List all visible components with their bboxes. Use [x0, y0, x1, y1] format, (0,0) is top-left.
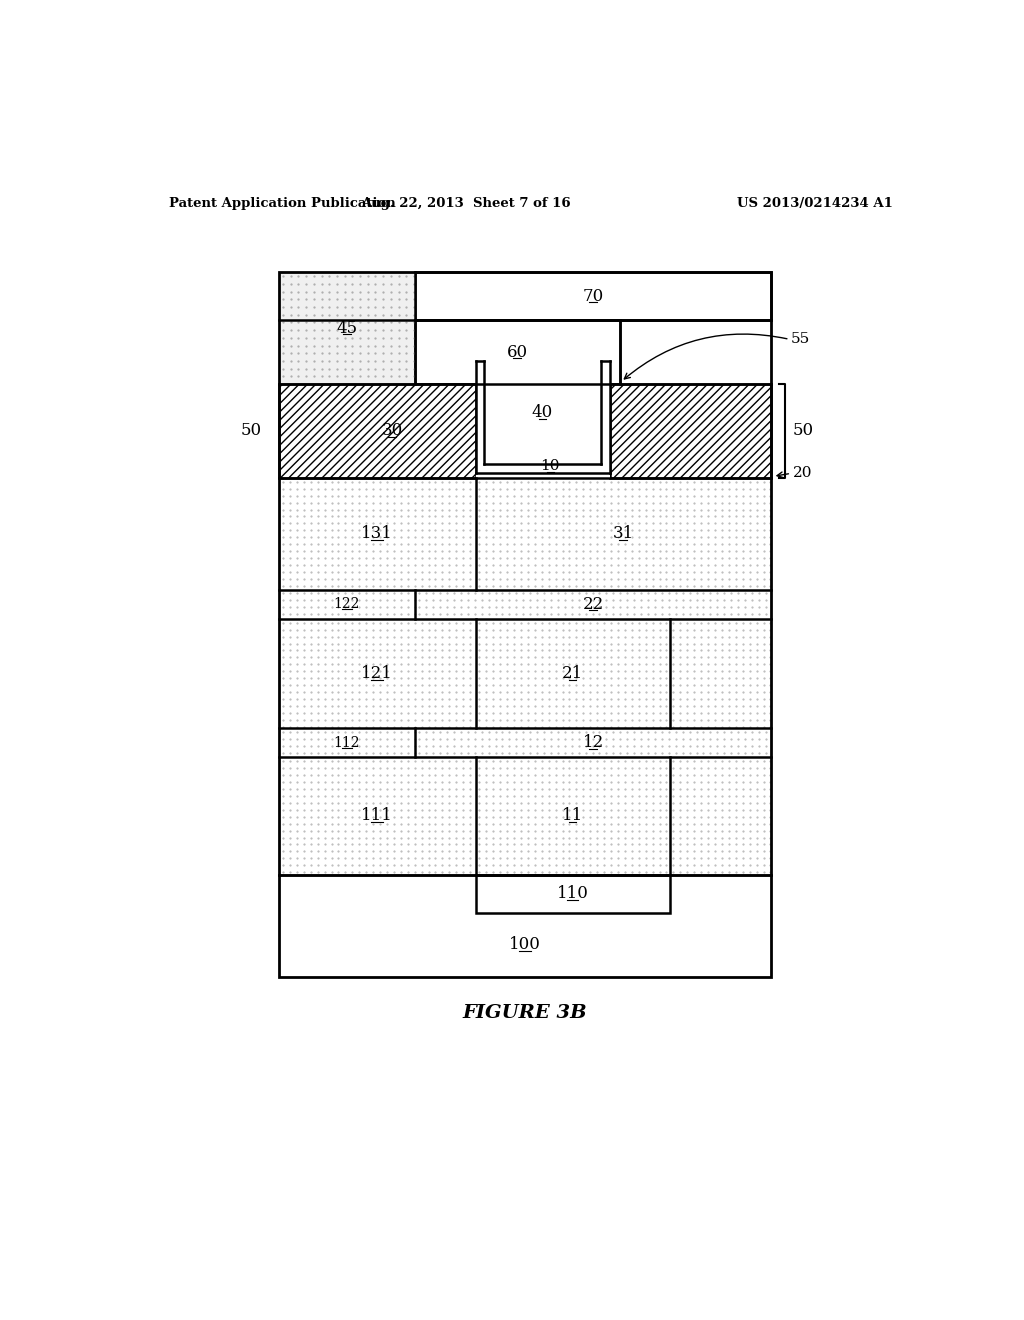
Bar	[280, 758, 475, 875]
Text: 70: 70	[583, 288, 604, 305]
Bar	[609, 384, 771, 478]
Text: 50: 50	[241, 422, 262, 440]
Bar	[280, 478, 475, 590]
Bar	[280, 619, 475, 729]
Text: 131: 131	[361, 525, 393, 543]
Text: Patent Application Publication: Patent Application Publication	[169, 197, 396, 210]
Bar	[416, 590, 771, 619]
Bar	[280, 272, 416, 384]
Bar	[601, 384, 609, 478]
Text: FIGURE 3B: FIGURE 3B	[463, 1005, 587, 1022]
Text: 122: 122	[334, 597, 360, 611]
Text: US 2013/0214234 A1: US 2013/0214234 A1	[737, 197, 893, 210]
Bar	[280, 384, 475, 478]
Text: 45: 45	[336, 319, 357, 337]
Text: 10: 10	[541, 459, 560, 474]
Bar	[416, 321, 620, 384]
Text: 112: 112	[334, 735, 360, 750]
Bar	[475, 619, 670, 729]
Text: 12: 12	[583, 734, 604, 751]
Bar	[475, 758, 670, 875]
Bar	[484, 430, 601, 478]
Bar	[280, 590, 416, 619]
Bar	[475, 478, 771, 590]
Bar	[280, 729, 416, 758]
Text: 11: 11	[562, 808, 583, 825]
Text: 121: 121	[361, 665, 393, 682]
Bar	[484, 360, 601, 465]
Bar	[475, 360, 609, 473]
Text: 100: 100	[509, 936, 541, 953]
Bar	[670, 619, 771, 729]
Text: 60: 60	[507, 343, 527, 360]
Bar	[280, 272, 771, 977]
Text: 22: 22	[583, 595, 604, 612]
Bar	[416, 272, 771, 321]
Bar	[280, 272, 771, 977]
Bar	[475, 384, 484, 478]
Text: 31: 31	[612, 525, 634, 543]
Text: 55: 55	[791, 333, 810, 346]
Bar	[475, 875, 670, 913]
Text: 111: 111	[361, 808, 393, 825]
Bar	[416, 729, 771, 758]
Text: 30: 30	[382, 422, 403, 440]
Text: Aug. 22, 2013  Sheet 7 of 16: Aug. 22, 2013 Sheet 7 of 16	[360, 197, 570, 210]
Text: 20: 20	[793, 466, 812, 480]
Text: 50: 50	[793, 422, 814, 440]
Text: 40: 40	[531, 404, 553, 421]
Text: 21: 21	[562, 665, 583, 682]
Bar	[280, 875, 771, 977]
Bar	[670, 758, 771, 875]
Text: 110: 110	[557, 886, 589, 903]
